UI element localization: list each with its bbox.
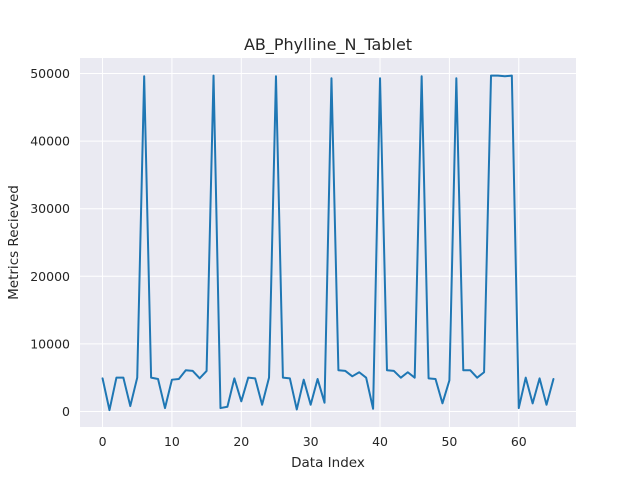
y-tick-label: 50000	[30, 66, 70, 81]
x-tick-label: 60	[511, 434, 527, 449]
y-tick-label: 20000	[30, 269, 70, 284]
y-tick-label: 0	[62, 404, 70, 419]
x-tick-label: 40	[372, 434, 388, 449]
y-tick-label: 40000	[30, 134, 70, 149]
x-axis-label: Data Index	[291, 455, 365, 471]
x-tick-label: 50	[441, 434, 457, 449]
y-axis-label: Metrics Recieved	[6, 185, 22, 300]
chart-title: AB_Phylline_N_Tablet	[244, 35, 412, 55]
x-tick-labels: 0 10 20 30 40 50 60	[99, 434, 527, 449]
x-tick-label: 10	[164, 434, 180, 449]
y-tick-label: 10000	[30, 336, 70, 351]
series-layer	[101, 74, 555, 412]
x-tick-label: 0	[99, 434, 107, 449]
series-line	[101, 74, 555, 412]
x-tick-label: 30	[303, 434, 319, 449]
x-tick-label: 20	[233, 434, 249, 449]
y-tick-label: 30000	[30, 201, 70, 216]
y-tick-labels: 0 10000 20000 30000 40000 50000	[30, 66, 70, 419]
